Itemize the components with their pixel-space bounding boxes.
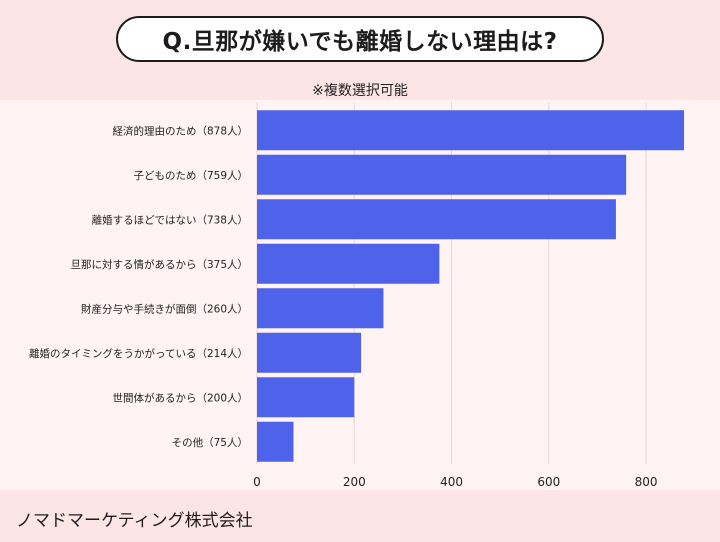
company-footer: ノマドマーケティング株式会社 bbox=[16, 511, 253, 531]
category-label: 子どものため（759人） bbox=[133, 170, 248, 182]
category-label: 離婚のタイミングをうかがっている（214人） bbox=[29, 347, 248, 360]
bar-chart: 0 200 400 600 800 経済的理由のため（878人） 子どものため（759人） 離… bbox=[29, 102, 685, 489]
title-pill: Q.旦那が嫌いでも離婚しない理由は? bbox=[116, 16, 604, 62]
bar bbox=[257, 243, 440, 284]
bar bbox=[257, 421, 294, 462]
bar bbox=[257, 110, 685, 151]
category-label: 財産分与や手続きが面倒（260人） bbox=[81, 302, 248, 315]
bar bbox=[257, 154, 627, 195]
x-tick-label: 600 bbox=[537, 475, 560, 489]
bar bbox=[257, 199, 616, 240]
category-label: 経済的理由のため（878人） bbox=[112, 124, 248, 137]
x-tick-label: 800 bbox=[635, 475, 658, 489]
bar bbox=[257, 377, 355, 418]
x-tick-label: 400 bbox=[440, 475, 463, 489]
category-label: 世間体があるから（200人） bbox=[112, 391, 248, 404]
chart-panel: 0 200 400 600 800 経済的理由のため（878人） 子どものため（759人） 離… bbox=[0, 100, 720, 490]
bar bbox=[257, 288, 384, 329]
category-label: 離婚するほどではない（738人） bbox=[92, 213, 248, 226]
chart-title: Q.旦那が嫌いでも離婚しない理由は? bbox=[162, 29, 558, 55]
category-label: その他（75人） bbox=[172, 436, 248, 449]
category-label: 旦那に対する情があるから（375人） bbox=[70, 258, 248, 271]
chart-subtitle: ※複数選択可能 bbox=[312, 83, 408, 99]
x-tick-label: 0 bbox=[253, 475, 261, 489]
bar bbox=[257, 332, 362, 373]
x-tick-label: 200 bbox=[343, 475, 366, 489]
